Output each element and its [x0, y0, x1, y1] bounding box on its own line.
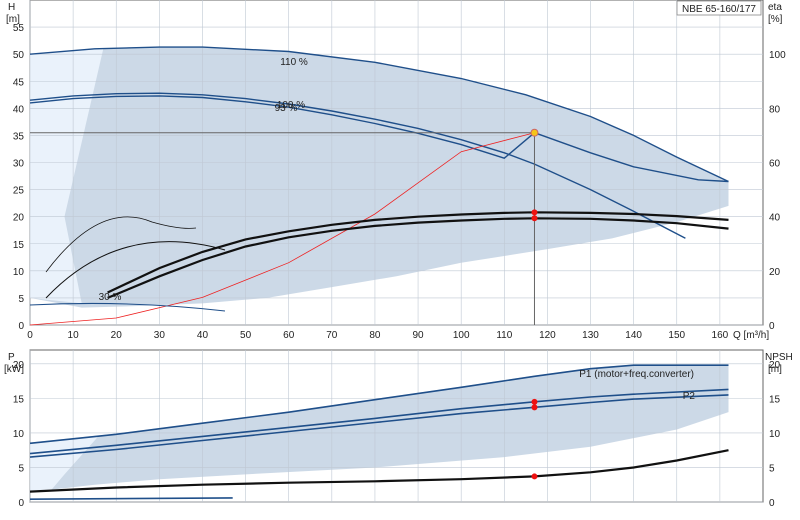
x-tick-label: 10: [68, 330, 80, 341]
npsh-axis-unit: [m]: [768, 364, 782, 375]
y-left-tick-label: 20: [13, 213, 25, 224]
x-tick-label: 90: [412, 330, 424, 341]
npsh-tick-label: 10: [769, 429, 781, 440]
y-left-axis-unit: [m]: [6, 14, 20, 25]
y-right-tick-label: 0: [769, 321, 775, 332]
label-110-percent: 110 %: [280, 57, 308, 68]
p-axis-unit: [kW]: [4, 364, 24, 375]
x-tick-label: 130: [582, 330, 599, 341]
label-p1: P1 (motor+freq.converter): [579, 369, 694, 380]
bottom-series-line-1: [29, 388, 729, 455]
part-load-curve-1: [45, 216, 197, 273]
x-tick-label: 100: [453, 330, 470, 341]
duty-point-marker: [530, 128, 539, 137]
top-series-line-2: [29, 95, 729, 183]
y-left-tick-label: 40: [13, 104, 25, 115]
y-right-tick-label: 20: [769, 267, 781, 278]
y-left-tick-label: 5: [18, 294, 24, 305]
y-left-tick-label: 30: [13, 159, 25, 170]
top-series-line-1: [29, 92, 686, 239]
chart-title: NBE 65-160/177: [682, 4, 756, 15]
y-left-tick-label: 35: [13, 131, 25, 142]
p-tick-label: 20: [13, 360, 25, 371]
npsh-marker: [531, 473, 538, 480]
bottom-series-line-3: [29, 449, 729, 493]
label-93-percent: 93 %: [275, 103, 298, 114]
y-left-axis-label: H: [8, 2, 15, 13]
npsh-tick-label: 15: [769, 394, 781, 405]
x-axis-label: Q [m³/h]: [733, 330, 769, 341]
bottom-series-line-2: [29, 394, 729, 458]
x-tick-label: 20: [111, 330, 123, 341]
x-tick-label: 60: [283, 330, 295, 341]
top-series-line-0: [29, 46, 729, 183]
y-left-tick-label: 45: [13, 77, 25, 88]
npsh-axis-label: NPSH: [765, 352, 793, 363]
part-load-curve-2: [45, 241, 226, 299]
y-right-tick-label: 60: [769, 159, 781, 170]
y-left-tick-label: 55: [13, 23, 25, 34]
npsh-tick-label: 5: [769, 463, 775, 474]
x-tick-label: 160: [712, 330, 729, 341]
label-30-percent: 30 %: [99, 292, 122, 303]
npsh-tick-label: 0: [769, 498, 775, 509]
power-range-area: [30, 364, 729, 491]
x-tick-label: 70: [326, 330, 338, 341]
label-p2: P2: [683, 391, 696, 402]
y-right-tick-label: 100: [769, 50, 786, 61]
y-left-tick-label: 15: [13, 240, 25, 251]
min-curve: [29, 302, 226, 312]
y-left-tick-label: 50: [13, 50, 25, 61]
p2-marker: [531, 404, 538, 411]
y-right-axis-unit: [%]: [768, 14, 783, 25]
p-tick-label: 0: [18, 498, 24, 509]
y-left-tick-label: 0: [18, 321, 24, 332]
eta-marker-2: [531, 215, 538, 222]
bottom-series-line-4: [29, 497, 233, 500]
bottom-series-line-0: [29, 364, 729, 445]
y-right-tick-label: 40: [769, 213, 781, 224]
p-tick-label: 10: [13, 429, 25, 440]
x-tick-label: 30: [154, 330, 166, 341]
y-right-tick-label: 80: [769, 104, 781, 115]
top-series-line-5: [107, 217, 729, 299]
x-tick-label: 0: [27, 330, 33, 341]
x-tick-label: 120: [539, 330, 556, 341]
power-low-flow-area: [30, 435, 99, 491]
operating-range-area: [30, 47, 729, 308]
p-axis-label: P: [8, 352, 15, 363]
p-tick-label: 5: [18, 463, 24, 474]
title-box: [676, 0, 762, 16]
y-right-axis-label: eta: [768, 2, 782, 13]
x-tick-label: 50: [240, 330, 252, 341]
eta-marker-1: [531, 209, 538, 216]
x-tick-label: 80: [369, 330, 381, 341]
y-left-tick-label: 10: [13, 267, 25, 278]
label-100-percent: 100 %: [277, 100, 305, 111]
low-flow-area: [30, 48, 104, 304]
x-tick-label: 150: [668, 330, 685, 341]
x-tick-label: 140: [625, 330, 642, 341]
npsh-tick-label: 20: [769, 360, 781, 371]
x-tick-label: 110: [496, 330, 512, 341]
y-left-tick-label: 25: [13, 186, 25, 197]
x-tick-label: 40: [197, 330, 209, 341]
p1-marker: [531, 398, 538, 405]
top-series-line-3: [29, 132, 535, 326]
p-tick-label: 15: [13, 394, 25, 405]
